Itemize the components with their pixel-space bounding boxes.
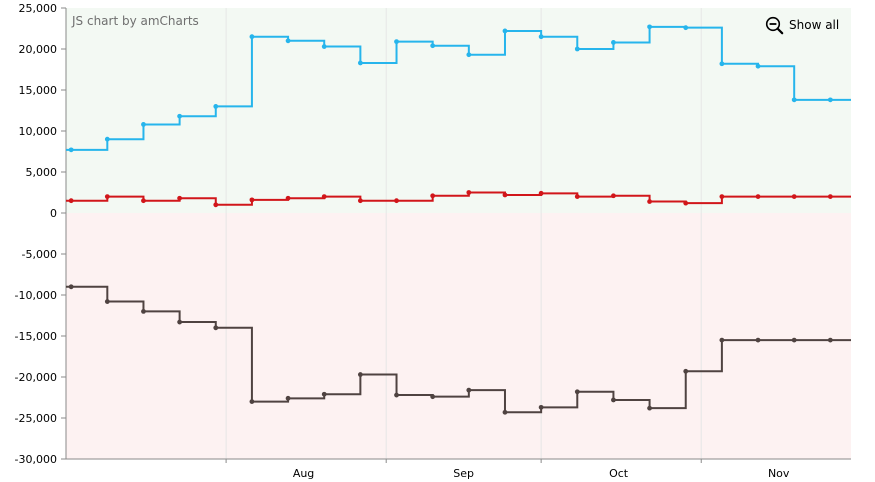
series-3-point bbox=[719, 337, 725, 343]
y-tick-label: -30,000 bbox=[15, 453, 57, 466]
y-tick-label: 15,000 bbox=[19, 84, 58, 97]
series-2-point bbox=[213, 202, 219, 208]
series-3-point bbox=[394, 392, 399, 398]
series-3-point bbox=[502, 409, 508, 415]
series-3-point bbox=[321, 391, 327, 397]
series-3-point bbox=[177, 319, 183, 325]
x-tick-label: Oct bbox=[609, 467, 629, 480]
series-3-point bbox=[574, 389, 580, 395]
series-2-point bbox=[394, 198, 399, 204]
series-1-point bbox=[249, 34, 255, 40]
series-1-point bbox=[321, 44, 327, 49]
series-3-point bbox=[104, 299, 110, 304]
series-2-point bbox=[611, 193, 616, 199]
y-tick-label: -20,000 bbox=[15, 371, 57, 384]
series-1-point bbox=[574, 46, 580, 52]
series-2-point bbox=[719, 194, 725, 200]
series-1-point bbox=[466, 52, 472, 58]
series-3-point bbox=[141, 309, 146, 314]
show-all-button[interactable]: Show all bbox=[765, 15, 839, 35]
series-2-point bbox=[141, 198, 146, 204]
series-1-point bbox=[141, 122, 146, 127]
series-3-point bbox=[538, 404, 544, 410]
series-2-point bbox=[68, 198, 74, 204]
series-3-point bbox=[68, 284, 74, 290]
negative-region bbox=[66, 213, 851, 459]
series-3-point bbox=[827, 337, 833, 343]
y-tick-label: 5,000 bbox=[26, 166, 58, 179]
series-3-point bbox=[466, 387, 472, 393]
y-tick-label: 10,000 bbox=[19, 125, 58, 138]
series-1-point bbox=[213, 104, 219, 109]
series-2-point bbox=[104, 194, 110, 200]
series-2-point bbox=[574, 194, 580, 200]
series-1-point bbox=[755, 63, 761, 69]
series-1-point bbox=[357, 60, 363, 66]
series-1-point bbox=[68, 147, 74, 153]
y-tick-label: 25,000 bbox=[19, 2, 58, 15]
series-2-point bbox=[430, 193, 436, 199]
series-3-point bbox=[249, 399, 255, 404]
series-1-point bbox=[538, 34, 544, 40]
series-2-point bbox=[827, 194, 833, 200]
series-2-point bbox=[791, 194, 797, 200]
show-all-label: Show all bbox=[789, 18, 840, 32]
zoom-out-icon bbox=[765, 16, 784, 35]
series-3-point bbox=[357, 372, 363, 377]
series-line-1 bbox=[66, 25, 851, 151]
series-2-point bbox=[285, 195, 291, 201]
series-2-point bbox=[683, 200, 689, 206]
series-1-point bbox=[502, 28, 508, 34]
y-tick-label: 20,000 bbox=[19, 43, 58, 56]
positive-region bbox=[66, 8, 851, 213]
series-1-point bbox=[611, 40, 616, 45]
series-1-point bbox=[827, 97, 833, 103]
series-2-point bbox=[647, 199, 652, 204]
series-2-point bbox=[249, 197, 255, 203]
x-tick-label: Aug bbox=[293, 467, 314, 480]
series-2-point bbox=[321, 194, 327, 200]
series-1-point bbox=[430, 43, 436, 49]
series-1-point bbox=[104, 136, 110, 142]
series-2-point bbox=[502, 192, 508, 198]
series-1-point bbox=[683, 25, 689, 31]
y-tick-label: -25,000 bbox=[15, 412, 57, 425]
series-2-point bbox=[755, 194, 761, 200]
series-1-point bbox=[647, 24, 652, 30]
series-2-point bbox=[466, 190, 472, 195]
series-3-point bbox=[611, 397, 616, 403]
series-1-point bbox=[394, 39, 399, 45]
series-3-point bbox=[755, 337, 761, 343]
series-2-point bbox=[357, 198, 363, 204]
series-1-point bbox=[719, 61, 725, 67]
chart-credit[interactable]: JS chart by amCharts bbox=[72, 14, 199, 28]
y-tick-label: 0 bbox=[50, 207, 57, 220]
series-3-point bbox=[647, 405, 652, 411]
series-3-point bbox=[213, 325, 219, 331]
series-3-point bbox=[285, 395, 291, 401]
series-2-point bbox=[177, 195, 183, 201]
x-tick-label: Nov bbox=[768, 467, 790, 480]
series-1-point bbox=[177, 113, 183, 119]
series-3-point bbox=[791, 337, 797, 343]
y-tick-label: -10,000 bbox=[15, 289, 57, 302]
series-3-point bbox=[683, 368, 689, 374]
x-tick-label: Sep bbox=[453, 467, 474, 480]
series-1-point bbox=[791, 97, 797, 103]
series-2-point bbox=[538, 190, 544, 196]
y-tick-label: -15,000 bbox=[15, 330, 57, 343]
y-tick-label: -5,000 bbox=[22, 248, 57, 261]
series-3-point bbox=[430, 394, 436, 400]
series-1-point bbox=[285, 38, 291, 44]
